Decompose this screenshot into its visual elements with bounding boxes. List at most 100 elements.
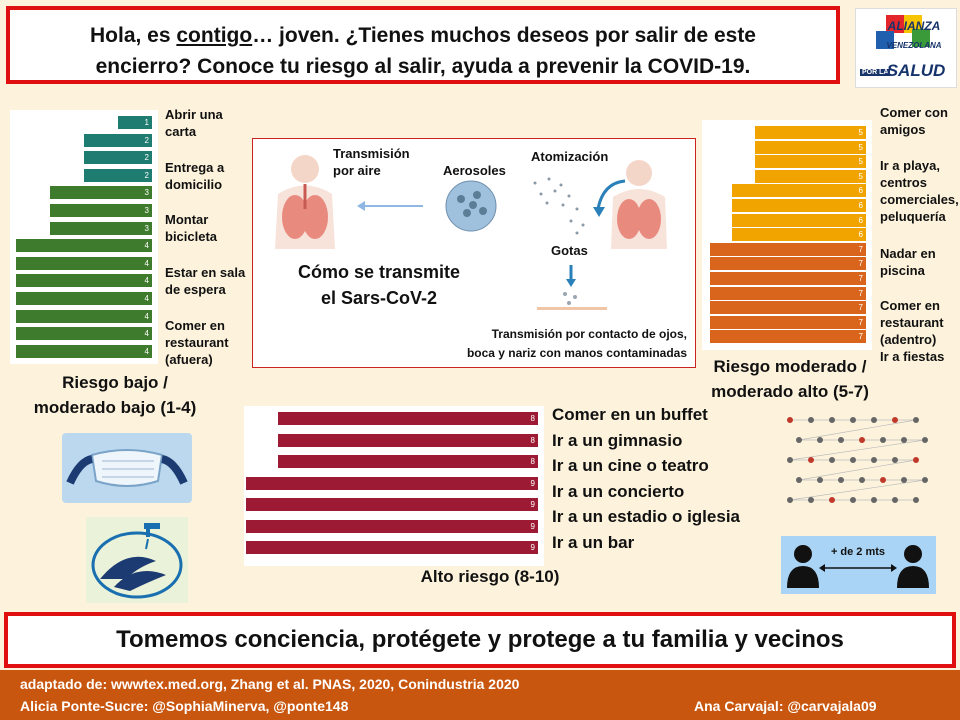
low-risk-bar-value: 4 — [144, 329, 149, 339]
handwash-image — [86, 517, 188, 603]
high-risk-bar: 9 — [246, 476, 538, 490]
low-risk-bar: 3 — [50, 221, 152, 235]
slogan-banner: Tomemos conciencia, protégete y protege … — [4, 612, 956, 668]
high-activity-1: Comer en un buffet — [552, 405, 708, 424]
low-risk-caption: Riesgo bajo / moderado bajo (1-4) — [0, 370, 230, 420]
moderate-risk-bar: 5 — [755, 169, 866, 183]
moderate-risk-bar: 7 — [710, 301, 866, 315]
low-risk-bar-value: 3 — [144, 206, 149, 215]
low-risk-bar: 4 — [16, 344, 152, 358]
moderate-risk-bar-value: 6 — [858, 230, 863, 240]
moderate-risk-bar: 7 — [710, 257, 866, 271]
moderate-risk-bar: 6 — [732, 228, 866, 242]
credits-bar: adaptado de: wwwtex.med.org, Zhang et al… — [0, 670, 960, 720]
header-banner: Hola, es contigo… joven. ¿Tienes muchos … — [6, 6, 840, 84]
moderate-risk-bar: 5 — [755, 140, 866, 154]
puzzle-logo-icon — [876, 15, 930, 49]
high-risk-bar-value: 9 — [530, 500, 535, 509]
distance-label: + de 2 mts — [830, 546, 886, 558]
low-risk-bar: 3 — [50, 186, 152, 200]
drops-label: Gotas — [551, 243, 588, 258]
moderate-risk-chart: 5 5 5 5 6 6 6 6 7 7 7 7 7 7 7 — [702, 120, 872, 350]
moderate-risk-bar: 5 — [755, 126, 866, 139]
low-risk-bar: 4 — [16, 309, 152, 323]
contact-line2: boca y nariz con manos contaminadas — [466, 346, 687, 360]
low-caption-line1: Riesgo bajo / — [62, 373, 168, 392]
moderate-risk-bar: 5 — [755, 155, 866, 169]
high-risk-bar: 9 — [246, 498, 538, 511]
low-risk-bar-value: 4 — [144, 258, 149, 268]
low-activity-1: Abrir una carta — [165, 107, 223, 139]
moderate-caption-line1: Riesgo moderado / — [713, 357, 867, 376]
moderate-activity-3: Nadar en piscina — [880, 246, 936, 278]
high-risk-bar: 9 — [246, 541, 538, 554]
moderate-risk-bar-value: 5 — [858, 142, 863, 152]
header-line1-pre: Hola, es — [90, 24, 177, 47]
credits-source: adaptado de: wwwtex.med.org, Zhang et al… — [20, 676, 520, 692]
moderate-risk-bar-value: 5 — [858, 128, 863, 137]
moderate-risk-bar-value: 5 — [858, 171, 863, 181]
moderate-risk-bar: 6 — [732, 184, 866, 198]
low-risk-bar: 2 — [84, 133, 152, 147]
low-risk-bar-value: 3 — [144, 223, 149, 233]
moderate-risk-bar: 6 — [732, 213, 866, 227]
moderate-activity-2: Ir a playa, centros comerciales, peluque… — [880, 158, 959, 224]
credits-authors: Alicia Ponte-Sucre: @SophiaMinerva, @pon… — [20, 698, 349, 714]
high-activity-6: Ir a un bar — [552, 532, 635, 552]
low-risk-bar-value: 4 — [144, 294, 149, 303]
low-risk-bar: 2 — [84, 151, 152, 165]
crowd-image — [780, 406, 930, 510]
moderate-risk-bar-value: 5 — [858, 157, 863, 167]
high-risk-bar-value: 9 — [530, 478, 535, 488]
low-risk-bar: 4 — [16, 274, 152, 288]
moderate-risk-bar-value: 7 — [858, 259, 863, 269]
transmission-title-line2: el Sars-CoV-2 — [320, 288, 438, 308]
low-risk-bar: 1 — [118, 116, 152, 129]
hand-washing-icon — [91, 523, 183, 599]
face-mask-icon — [66, 449, 188, 487]
low-risk-chart: 1 2 2 2 3 3 3 4 4 4 4 4 4 4 — [10, 110, 158, 364]
header-line1-post: … joven. ¿Tienes muchos deseos por salir… — [252, 24, 756, 47]
high-risk-chart: 8 8 8 9 9 9 9 — [244, 406, 544, 566]
transmission-diagram: Transmisión por aire Aerosoles Atomizaci… — [252, 138, 696, 368]
moderate-caption-line2: moderado alto (5-7) — [711, 382, 869, 401]
right-person-lungs-icon — [611, 160, 667, 249]
high-activity-4: Ir a un concierto — [552, 481, 685, 501]
aerosols-label: Aerosoles — [443, 163, 506, 178]
low-activity-5: Comer en restaurant (afuera) — [165, 318, 229, 367]
moderate-risk-bar-value: 7 — [858, 244, 863, 254]
high-risk-bar: 8 — [278, 455, 538, 468]
low-risk-bar-value: 1 — [144, 118, 149, 127]
high-activity-2: Ir a un gimnasio — [552, 430, 683, 450]
high-activity-3: Ir a un cine o teatro — [552, 456, 709, 475]
moderate-risk-bar-value: 6 — [858, 201, 863, 210]
moderate-risk-bar-value: 7 — [858, 332, 863, 342]
moderate-risk-bar-value: 7 — [858, 274, 863, 283]
low-risk-bar: 3 — [50, 204, 152, 217]
air-transmission-line2: por aire — [333, 163, 381, 178]
moderate-risk-bar-value: 6 — [858, 215, 863, 225]
high-risk-bar-value: 8 — [530, 414, 535, 423]
low-risk-bar-value: 4 — [144, 311, 149, 321]
atomization-label: Atomización — [531, 149, 609, 164]
high-risk-bar: 8 — [278, 433, 538, 447]
air-transmission-label: Transmisión por aire — [333, 145, 410, 179]
moderate-risk-bar-value: 7 — [858, 303, 863, 313]
moderate-activity-5: Ir a fiestas — [880, 349, 945, 364]
moderate-risk-bar-value: 6 — [858, 186, 863, 196]
left-person-lungs-icon — [275, 155, 335, 249]
low-risk-bar-value: 2 — [144, 170, 149, 180]
air-transmission-line1: Transmisión — [333, 146, 410, 161]
logo-word-1: ALIANZA — [887, 19, 941, 33]
moderate-risk-bar-value: 7 — [858, 288, 863, 298]
high-risk-bar: 9 — [246, 519, 538, 533]
logo-word-4: SALUD — [886, 61, 946, 80]
moderate-activity-1: Comer con amigos — [880, 105, 948, 137]
high-risk-bar-value: 8 — [530, 457, 535, 466]
moderate-risk-bar: 7 — [710, 330, 866, 344]
low-caption-line2: moderado bajo (1-4) — [33, 398, 197, 417]
crowd-network-icon — [787, 417, 928, 503]
high-risk-bar-value: 8 — [530, 435, 535, 445]
high-risk-caption: Alto riesgo (8-10) — [420, 567, 560, 586]
moderate-risk-bar-value: 7 — [858, 317, 863, 327]
